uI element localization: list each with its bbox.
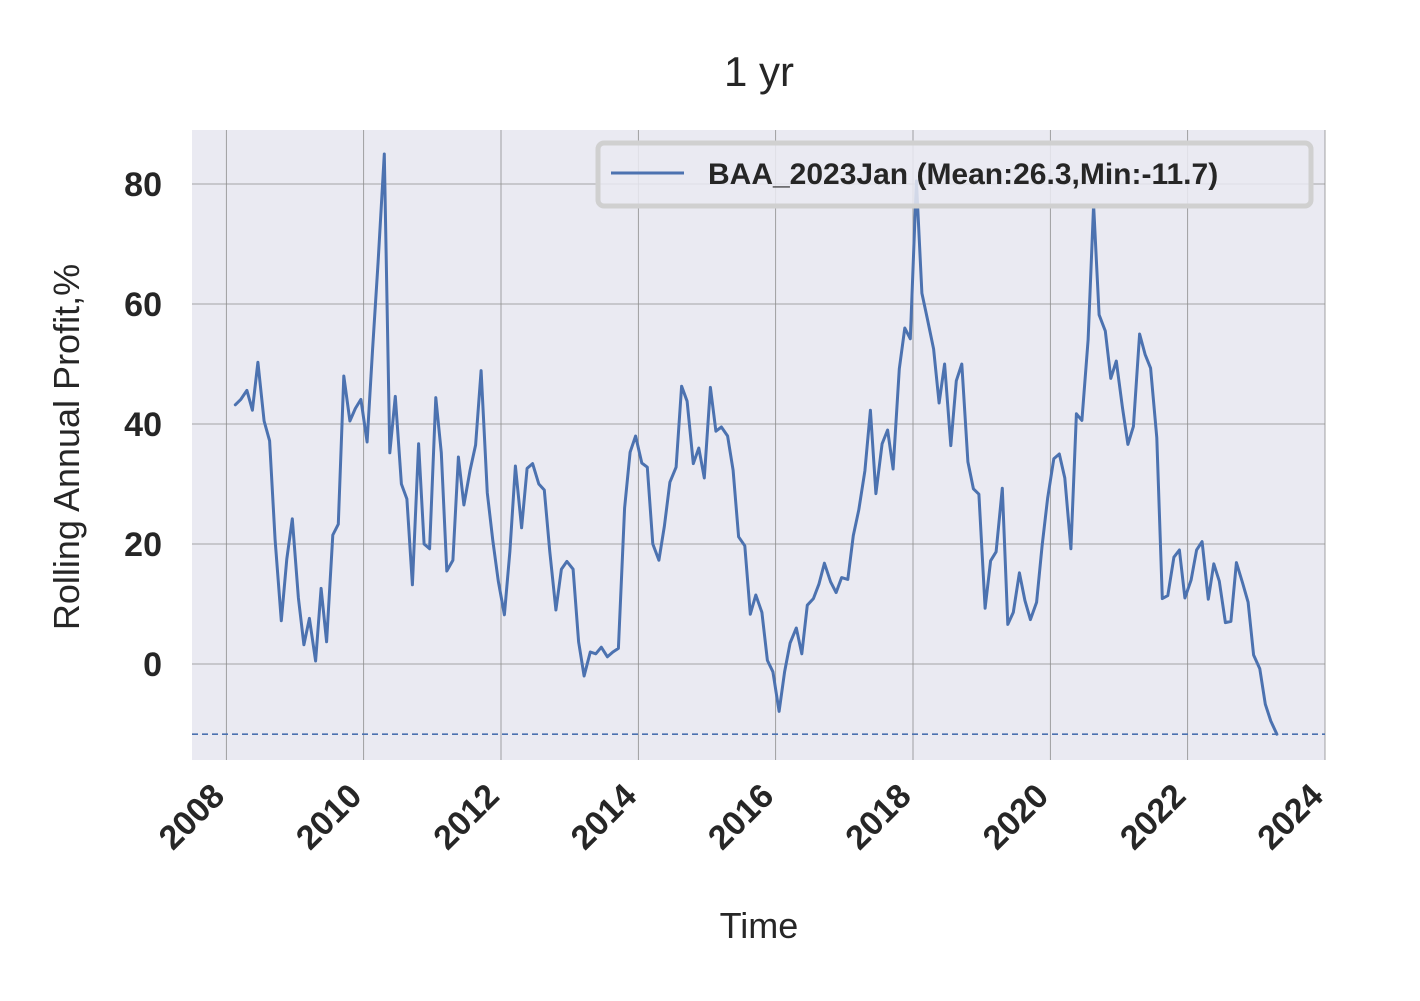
x-tick-label-2008: 2008: [152, 777, 232, 857]
chart-title: 1 yr: [724, 48, 794, 95]
legend: BAA_2023Jan (Mean:26.3,Min:-11.7): [595, 140, 1314, 209]
y-tick-label-0: 0: [143, 646, 162, 684]
y-tick-label-60: 60: [124, 286, 162, 324]
legend-entry-label: BAA_2023Jan (Mean:26.3,Min:-11.7): [708, 158, 1218, 191]
plot-background: [192, 130, 1325, 760]
x-axis-label: Time: [720, 905, 799, 946]
x-tick-label-2024: 2024: [1250, 777, 1330, 857]
x-tick-label-2010: 2010: [289, 777, 369, 857]
x-tick-label-2012: 2012: [426, 777, 506, 857]
x-tick-label-2016: 2016: [701, 777, 781, 857]
plot-layer: 0 20 40 60 80 2008 2010 2012 2014 2016 2018 2020 202…: [124, 130, 1331, 857]
x-tick-label-2022: 2022: [1113, 777, 1193, 857]
x-tick-label-2014: 2014: [564, 777, 644, 857]
x-tick-label-2020: 2020: [976, 777, 1056, 857]
y-axis-label: Rolling Annual Profit,%: [46, 264, 87, 630]
y-tick-label-40: 40: [124, 406, 162, 444]
y-tick-label-20: 20: [124, 526, 162, 564]
series-line-0: [233, 152, 1279, 736]
y-tick-label-80: 80: [124, 166, 162, 204]
legend-box: [595, 140, 1314, 209]
x-tick-label-2018: 2018: [838, 777, 918, 857]
